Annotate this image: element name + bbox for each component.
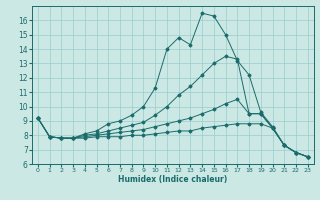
X-axis label: Humidex (Indice chaleur): Humidex (Indice chaleur) [118,175,228,184]
